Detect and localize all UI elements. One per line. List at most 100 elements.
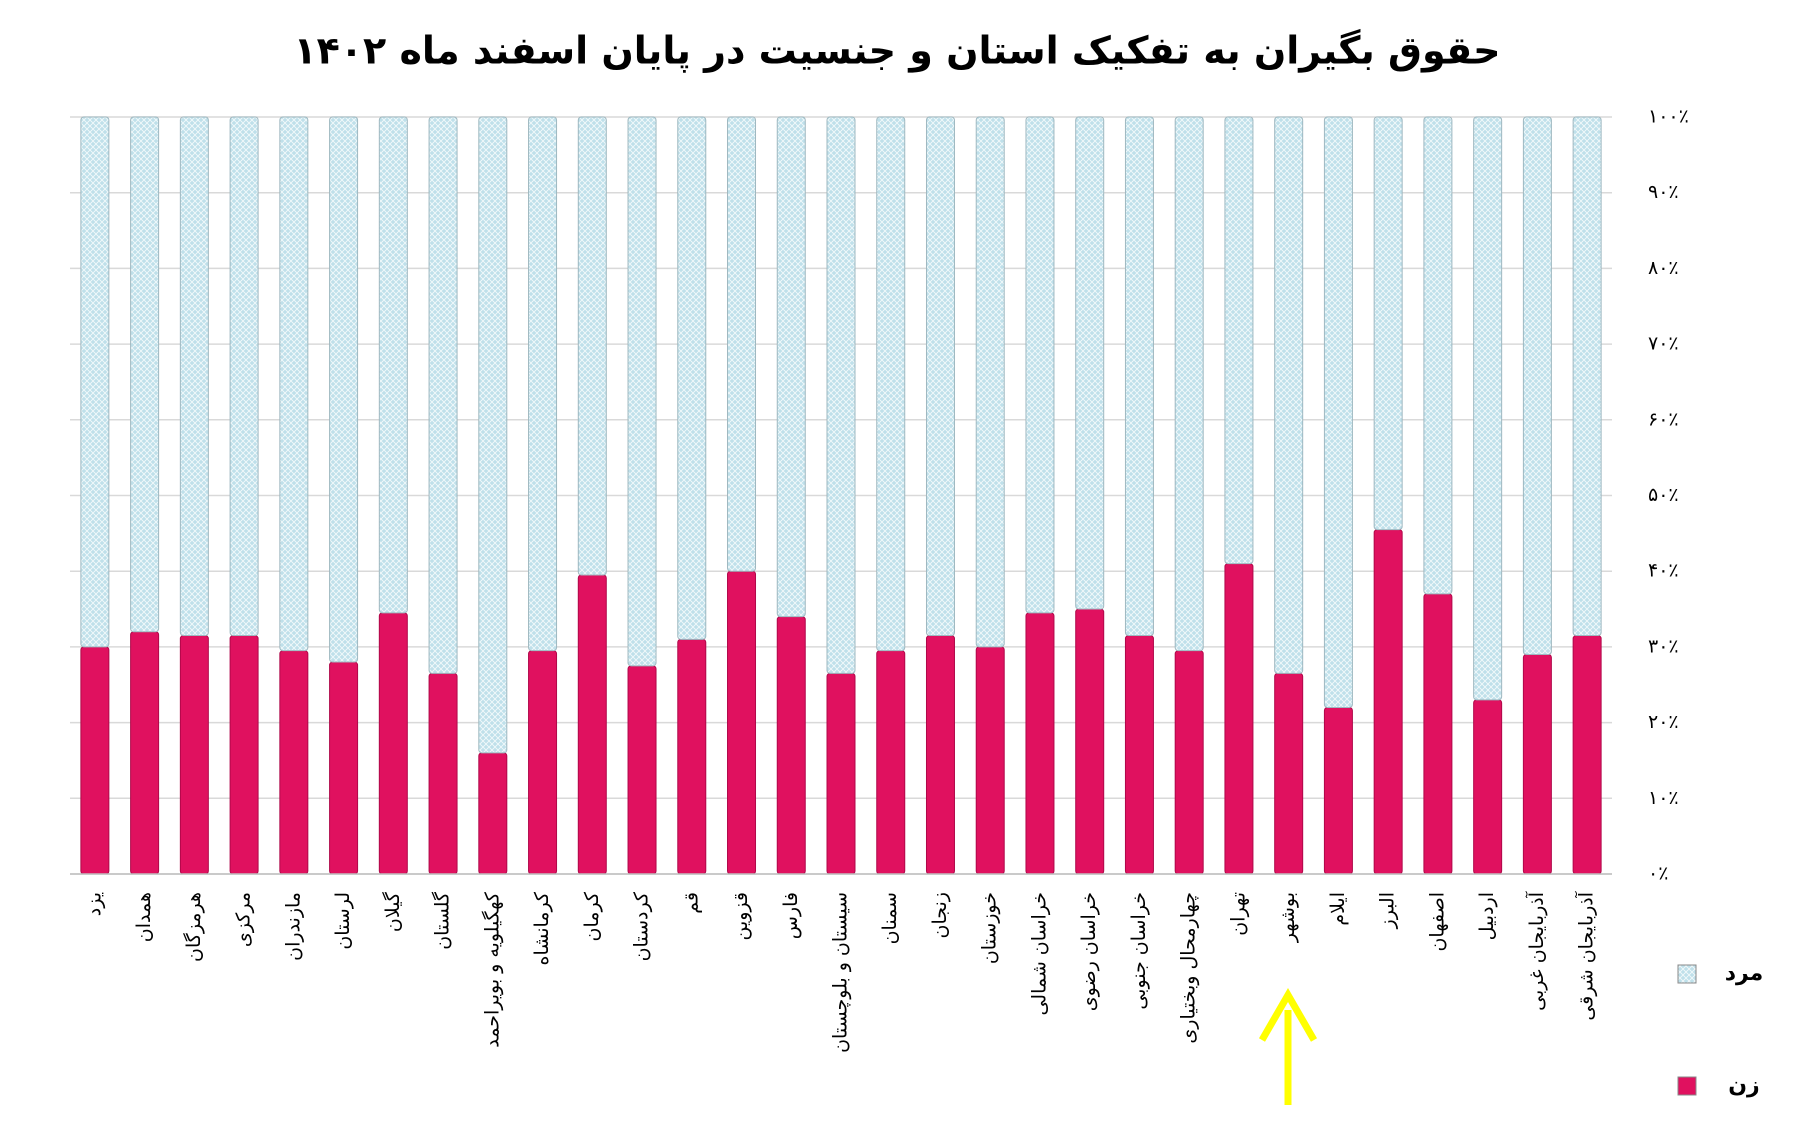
y-tick-label: ۶۰٪ (1648, 408, 1679, 430)
x-tick-label: لرستان (332, 892, 354, 950)
y-tick-label: ۱۰۰٪ (1648, 106, 1689, 128)
chart-title: حقوق بگیران به تفکیک استان و جنسیت در پا… (293, 29, 1500, 74)
x-tick-label: قزوین (730, 892, 752, 941)
bar-segment (826, 672, 856, 875)
bar-segment (975, 646, 1005, 875)
bar-segment (1473, 116, 1503, 701)
bar-segment (1124, 635, 1154, 875)
bar-segment (1323, 706, 1353, 875)
x-tick-label: بوشهر (1277, 892, 1299, 943)
x-tick-label: خراسان شمالی (1028, 892, 1050, 1016)
bar-segment (378, 612, 408, 875)
bar-segment (677, 116, 707, 640)
bar-segment (1174, 116, 1204, 652)
legend-label: مرد (1725, 961, 1764, 986)
bar-segment (1373, 116, 1403, 531)
x-tick-label: گلستان (431, 891, 454, 950)
x-tick-label: آذربایجان غربی (1524, 891, 1548, 1011)
bar-segment (1323, 116, 1353, 708)
x-tick-label: ایلام (1327, 892, 1349, 926)
bar-segment (1025, 612, 1055, 875)
y-tick-label: ۷۰٪ (1648, 333, 1679, 355)
legend-item: مرد (1677, 961, 1764, 986)
bar-segment (925, 116, 955, 637)
x-tick-label: چهارمحال وبختیاری (1178, 892, 1200, 1044)
bar-segment (428, 672, 458, 875)
y-tick-label: ۵۰٪ (1648, 484, 1679, 506)
bar-segment (1423, 593, 1453, 875)
bar-segment (1473, 699, 1503, 875)
bar-segment (577, 116, 607, 576)
x-tick-label: البرز (1377, 892, 1399, 929)
bar-segment (1423, 116, 1453, 595)
bar-segment (776, 116, 806, 618)
x-tick-label: خوزستان (979, 892, 1001, 964)
bar-segment (229, 635, 259, 875)
x-tick-label: اصفهان (1426, 892, 1448, 952)
bar-segment (1124, 116, 1154, 637)
bar-segment (627, 665, 657, 875)
bar-segment (229, 116, 259, 637)
x-tick-label: کرمانشاه (531, 891, 553, 965)
bar-segment (975, 116, 1005, 648)
bar-segment (1522, 116, 1552, 655)
bar-segment (727, 570, 757, 875)
x-tick-label: تهران (1227, 892, 1249, 936)
x-tick-label: کهگیلویه و بویراحمد (480, 891, 503, 1048)
bar-segment (627, 116, 657, 667)
bar-segment (528, 116, 558, 652)
bar-segment (179, 635, 209, 875)
bar-segment (677, 638, 707, 875)
x-tick-label: همدان (133, 892, 155, 942)
bar-segment (1572, 635, 1602, 875)
bar-segment (528, 650, 558, 875)
y-tick-label: ۳۰٪ (1648, 635, 1679, 657)
y-tick-label: ۴۰٪ (1648, 560, 1679, 582)
bar-segment (80, 116, 110, 648)
legend-item: زن (1677, 1073, 1760, 1098)
y-tick-label: ۸۰٪ (1648, 257, 1679, 279)
legend-swatch (1677, 1076, 1697, 1096)
x-tick-label: کردستان (631, 891, 653, 961)
x-tick-label: یزد (83, 892, 105, 916)
bar-segment (1224, 563, 1254, 875)
bar-segment (130, 116, 160, 633)
y-tick-label: ۱۰٪ (1648, 787, 1679, 809)
x-tick-label: سیستان و بلوچستان (830, 892, 852, 1053)
x-tick-label: هرمزگان (182, 892, 205, 962)
y-tick-label: ۲۰٪ (1648, 711, 1679, 733)
bar-segment (329, 116, 359, 663)
bar-segment (826, 116, 856, 674)
annotation-arrow (1258, 988, 1318, 1105)
bar-segment (727, 116, 757, 572)
bar-segment (1075, 116, 1105, 610)
x-tick-label: مرکزی (233, 892, 255, 947)
bar-segment (1274, 672, 1304, 875)
bar-segment (478, 116, 508, 754)
y-tick-label: ۹۰٪ (1648, 181, 1679, 203)
bar-segment (1025, 116, 1055, 614)
bar-segment (1174, 650, 1204, 875)
x-tick-label: سمنان (879, 892, 901, 944)
bar-segment (329, 661, 359, 875)
legend-swatch (1677, 964, 1697, 984)
x-tick-label: زنجان (929, 892, 951, 938)
bar-segment (1522, 653, 1552, 875)
bar-segment (876, 116, 906, 652)
legend-label: زن (1728, 1073, 1759, 1098)
bar-segment (1075, 608, 1105, 875)
bar-segment (478, 752, 508, 875)
x-tick-label: فارس (780, 892, 802, 939)
x-tick-label: کرمان (581, 891, 603, 941)
bar-segment (279, 116, 309, 652)
x-tick-label: مازندران (282, 892, 304, 961)
x-tick-label: خراسان رضوی (1078, 892, 1100, 1011)
bar-segment (378, 116, 408, 614)
x-tick-label: قم (680, 892, 702, 914)
bar-segment (876, 650, 906, 875)
bar-segment (776, 616, 806, 875)
bar-segment (428, 116, 458, 674)
bar-segment (577, 574, 607, 875)
